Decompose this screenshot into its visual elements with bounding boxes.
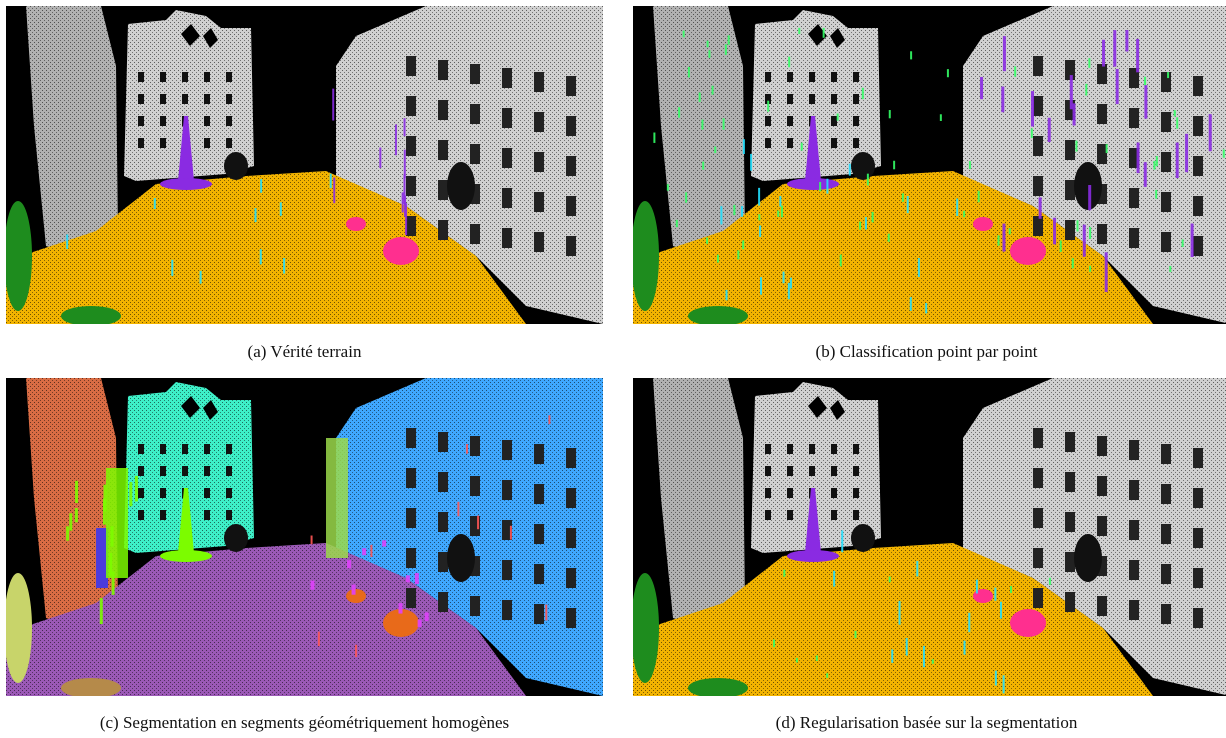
point-cloud-segmentation [6,378,603,696]
caption-b: (b) Classification point par point [815,342,1038,361]
point-cloud-pointwise-classification [633,6,1226,324]
caption-a: (a) Vérité terrain [247,342,362,361]
caption-c: (c) Segmentation en segments géométrique… [99,713,510,732]
point-cloud-regularization [633,378,1226,696]
caption-d: (d) Regularisation basée sur la segmenta… [775,713,1078,732]
point-cloud-ground-truth [6,6,603,324]
